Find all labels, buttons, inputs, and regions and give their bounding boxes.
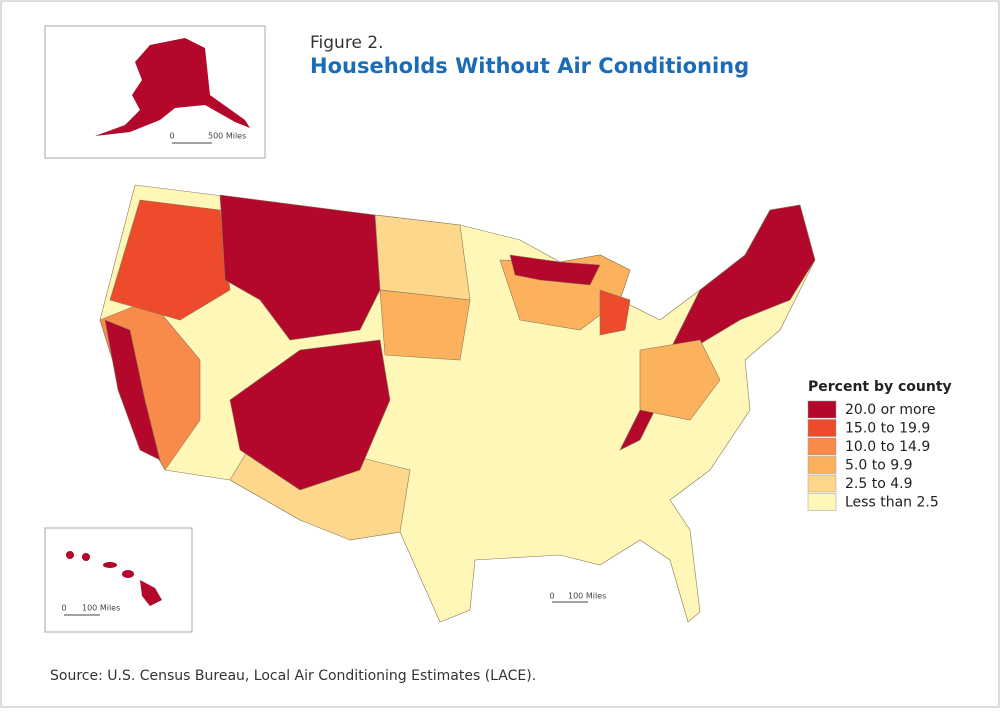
region [509, 254, 601, 286]
region [379, 289, 471, 361]
region [219, 194, 381, 341]
legend: Percent by county 20.0 or more 15.0 to 19… [807, 379, 952, 511]
legend-swatch [807, 456, 837, 474]
island [82, 553, 90, 561]
island [122, 570, 134, 578]
legend-label: 20.0 or more [845, 402, 936, 418]
alaska [95, 38, 250, 136]
region [229, 339, 391, 491]
legend-swatch [807, 437, 837, 456]
region [104, 319, 161, 461]
us-map [99, 184, 816, 623]
legend-title: Percent by county [808, 379, 952, 395]
region [374, 214, 471, 301]
island [103, 562, 117, 568]
scale-label: 500 Miles [208, 132, 246, 141]
source: Source: U.S. Census Bureau, Local Air Co… [50, 668, 536, 684]
legend-label: 2.5 to 4.9 [845, 476, 912, 492]
scale-zero: 0 [61, 604, 66, 613]
alaska-inset: 0 500 Miles [44, 25, 266, 159]
island [66, 551, 74, 559]
scale-zero: 0 [169, 132, 174, 141]
scale-label: 100 Miles [568, 592, 606, 601]
legend-swatch [807, 474, 837, 493]
legend-swatch [807, 419, 837, 437]
legend-label: 15.0 to 19.9 [845, 421, 930, 437]
island [140, 580, 162, 606]
legend-swatch [807, 493, 837, 511]
region [109, 199, 231, 321]
legend-label: Less than 2.5 [845, 495, 939, 511]
region [639, 339, 721, 421]
title: Households Without Air Conditioning [310, 54, 749, 78]
legend-swatch [807, 400, 837, 419]
scale-label: 100 Miles [82, 604, 120, 613]
legend-label: 5.0 to 9.9 [845, 458, 912, 474]
figure-label: Figure 2. [310, 33, 384, 53]
region [599, 289, 631, 336]
legend-label: 10.0 to 14.9 [845, 439, 930, 455]
scale-zero: 0 [549, 592, 554, 601]
hawaii-inset: 0 100 Miles [44, 527, 193, 633]
